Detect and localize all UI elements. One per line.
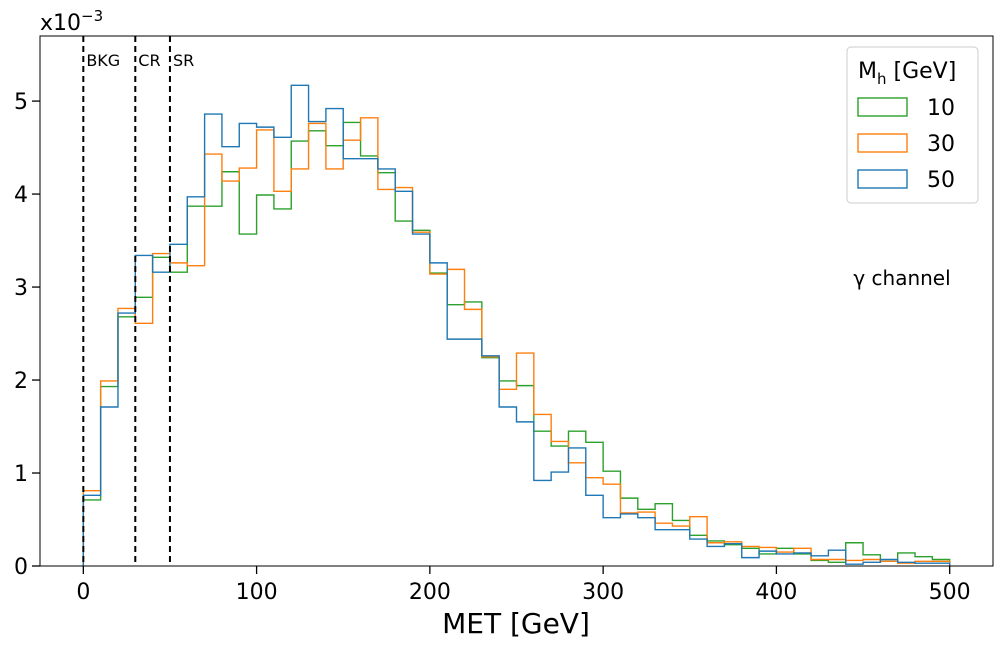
region-label-bkg: BKG <box>86 51 120 70</box>
y-tick-label: 2 <box>14 369 28 394</box>
legend-title: Mh [GeV] <box>858 59 956 88</box>
legend-swatch-30 <box>857 133 908 153</box>
legend-title-base: M <box>858 59 877 84</box>
histogram-series <box>82 84 951 566</box>
x-axis-title: MET [GeV] <box>442 607 590 640</box>
y-axis-ticks: 0 1 2 3 4 5 <box>14 90 40 580</box>
y-tick-label: 4 <box>14 183 28 208</box>
y-tick-label: 5 <box>14 90 28 115</box>
legend-title-sub: h <box>877 70 887 88</box>
y-scale-base: x10 <box>40 11 81 36</box>
x-axis-ticks: 0 100 200 300 400 500 <box>76 566 971 605</box>
x-tick-label: 400 <box>755 580 797 605</box>
histogram-series-50 <box>82 84 951 566</box>
x-tick-label: 100 <box>236 580 278 605</box>
legend-entries: 10 30 50 <box>857 96 955 193</box>
legend-label-30: 30 <box>927 132 955 157</box>
region-label-sr: SR <box>173 51 194 70</box>
legend-swatch-10 <box>857 97 908 117</box>
legend-title-suffix: [GeV] <box>887 59 957 84</box>
plot-frame <box>39 35 994 567</box>
legend: Mh [GeV] 10 30 50 <box>846 46 979 204</box>
region-lines: BKG CR SR <box>82 36 194 566</box>
legend-swatch-50 <box>857 169 908 189</box>
x-tick-label: 0 <box>76 580 90 605</box>
y-scale-label: x10−3 <box>40 7 103 36</box>
legend-box <box>846 46 979 204</box>
region-label-cr: CR <box>138 51 160 70</box>
legend-label-10: 10 <box>927 96 955 121</box>
histogram-series-30 <box>82 117 951 566</box>
legend-label-50: 50 <box>927 168 955 193</box>
channel-annotation: γ channel <box>853 266 950 290</box>
y-tick-label: 1 <box>14 462 28 487</box>
x-tick-label: 300 <box>582 580 624 605</box>
y-tick-label: 3 <box>14 276 28 301</box>
x-tick-label: 500 <box>929 580 971 605</box>
y-scale-exponent: −3 <box>81 7 103 25</box>
y-tick-label: 0 <box>14 555 28 580</box>
x-tick-label: 200 <box>409 580 451 605</box>
